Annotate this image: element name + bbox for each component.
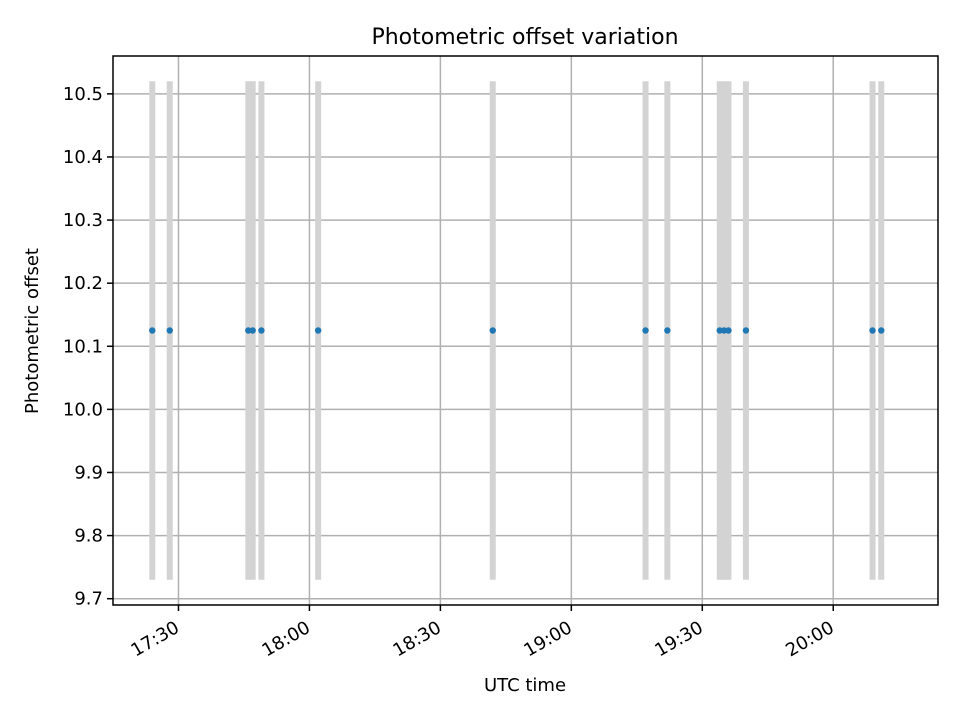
y-tick-label: 9.8 xyxy=(74,526,103,547)
plot-frame xyxy=(112,55,939,606)
y-tick-label: 10.3 xyxy=(63,210,103,231)
grid-layer xyxy=(113,56,938,605)
x-axis-label: UTC time xyxy=(484,675,566,696)
data-point xyxy=(878,327,885,334)
x-tick-label: 18:00 xyxy=(259,617,314,661)
y-tick-label: 10.1 xyxy=(63,336,103,357)
data-point xyxy=(166,327,173,334)
x-tick-label: 18:30 xyxy=(389,617,444,661)
data-point xyxy=(642,327,649,334)
data-point xyxy=(249,327,256,334)
data-point xyxy=(149,327,156,334)
data-point xyxy=(258,327,265,334)
y-tick-label: 10.4 xyxy=(63,147,103,168)
y-axis-label: Photometric offset xyxy=(22,248,43,414)
data-point xyxy=(725,327,732,334)
x-tick-label: 17:30 xyxy=(128,617,183,661)
point-layer xyxy=(149,327,885,334)
data-point xyxy=(314,327,322,334)
x-tick-label: 19:30 xyxy=(651,617,706,661)
y-tick-label: 10.2 xyxy=(63,273,103,294)
y-tick-label: 10.5 xyxy=(63,84,103,105)
x-tick-label: 20:00 xyxy=(782,617,837,661)
data-point xyxy=(869,327,876,334)
chart-title: Photometric offset variation xyxy=(371,25,678,50)
y-tick-label: 9.9 xyxy=(74,462,103,483)
data-point xyxy=(742,327,750,334)
data-point xyxy=(664,327,671,334)
y-tick-label: 10.0 xyxy=(63,399,103,420)
x-tick-label: 19:00 xyxy=(520,617,575,661)
y-tick-label: 9.7 xyxy=(74,589,103,610)
data-point xyxy=(489,327,496,334)
